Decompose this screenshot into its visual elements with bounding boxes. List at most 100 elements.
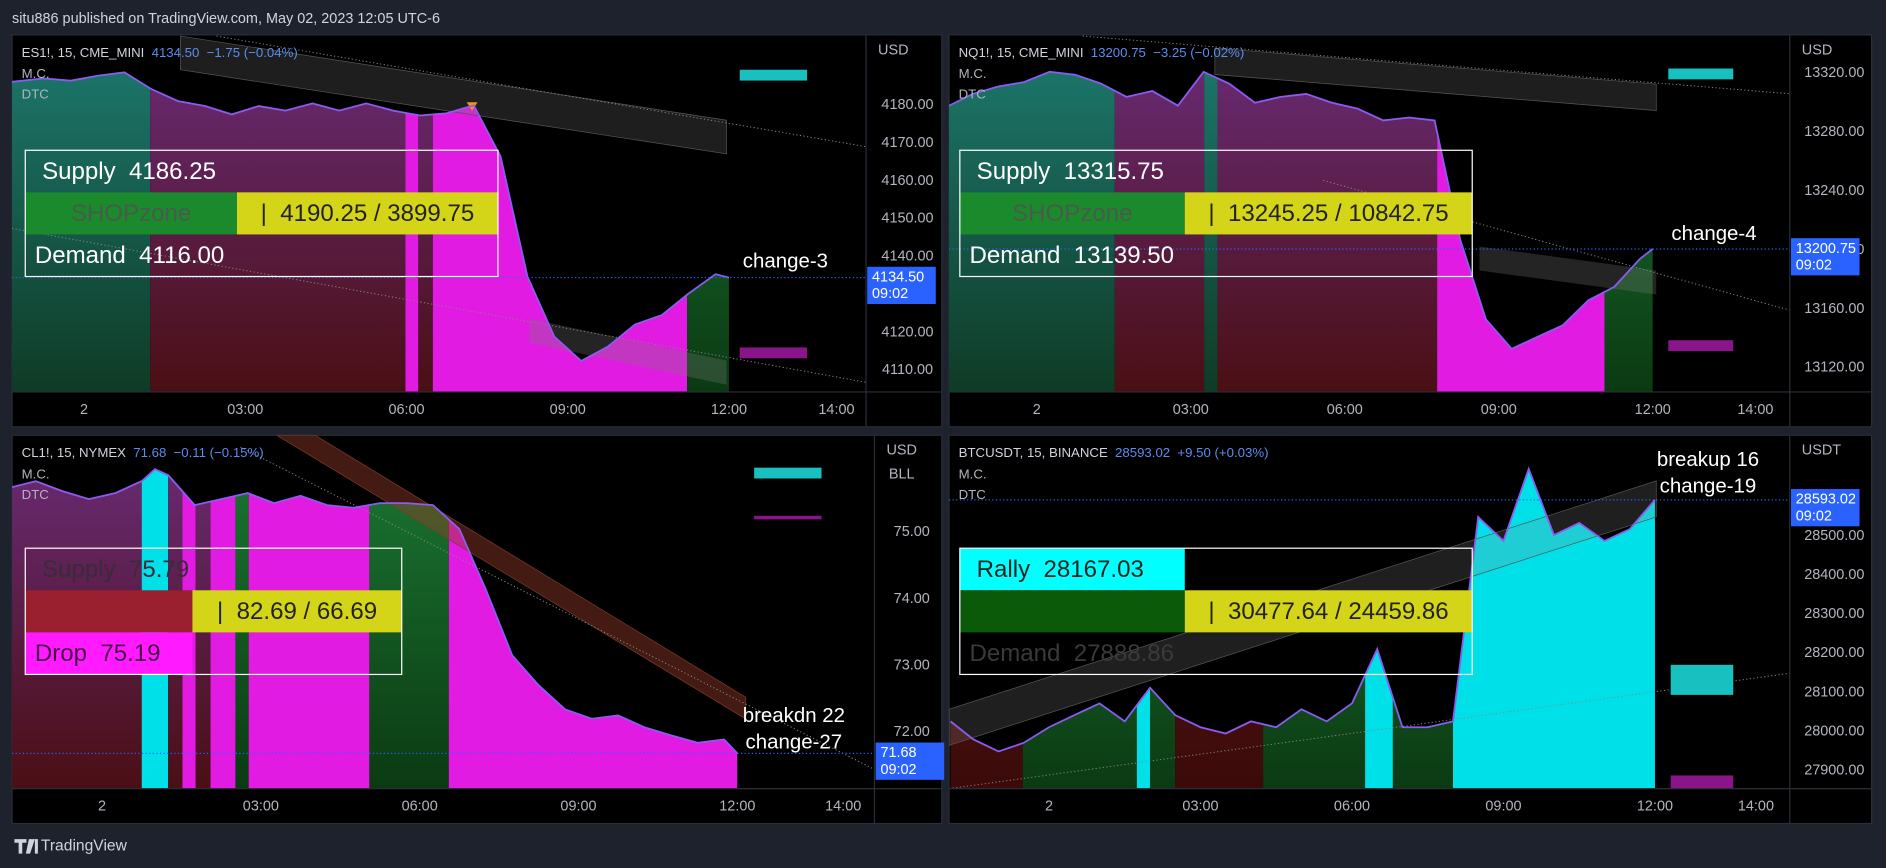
box-bottom-label: Drop 75.19 xyxy=(35,640,161,667)
x-tick-label: 06:00 xyxy=(1327,402,1363,418)
y-tick-label: 4110.00 xyxy=(882,362,933,378)
last-price-header: 4134.50 xyxy=(152,44,200,59)
box-top-label: Supply 4186.25 xyxy=(42,158,216,185)
y-tick-label: 28500.00 xyxy=(1804,528,1864,544)
box-outline xyxy=(24,547,403,676)
x-tick-label: 09:00 xyxy=(550,402,586,418)
price-line xyxy=(12,71,730,362)
regime-zone xyxy=(1452,468,1655,789)
x-tick-label: 2 xyxy=(1033,402,1041,418)
regime-zone xyxy=(369,503,449,789)
price-line xyxy=(949,70,1654,350)
change-label: −3.25 (−0.02%) xyxy=(1153,44,1244,59)
y-tick-label: 28300.00 xyxy=(1804,606,1864,622)
x-tick-label: 14:00 xyxy=(1738,799,1774,815)
last-price-value: 4134.50 xyxy=(872,269,924,285)
publish-header: situ886 published on TradingView.com, Ma… xyxy=(12,11,440,27)
box-top-label: Supply 75.79 xyxy=(42,556,189,583)
y-tick-label: 75.00 xyxy=(894,524,930,540)
regime-zone xyxy=(150,88,406,392)
zone-marker xyxy=(1668,340,1734,352)
annotation: change-27 xyxy=(746,730,843,753)
regime-zone xyxy=(248,493,370,789)
x-tick-label: 09:00 xyxy=(1485,799,1521,815)
trend-channel xyxy=(529,318,727,385)
unit-label: BLL xyxy=(889,467,915,483)
symbol-label: ES1!, 15, CME_MINI xyxy=(22,44,145,59)
indicator-label: DTC xyxy=(959,487,987,502)
x-tick-label: 03:00 xyxy=(1182,799,1218,815)
x-tick-label: 14:00 xyxy=(1737,402,1773,418)
y-tick-label: 4160.00 xyxy=(881,173,933,189)
box-bottom-label: Demand 27888.86 xyxy=(969,640,1174,667)
box-mid-right-label: | 4190.25 / 3899.75 xyxy=(261,200,475,227)
symbol-label: CL1!, 15, NYMEX xyxy=(22,445,127,460)
box-top-label: Rally 28167.03 xyxy=(977,556,1144,583)
indicator-label: DTC xyxy=(959,86,987,101)
last-price-tag xyxy=(1790,489,1860,527)
last-price-value: 28593.02 xyxy=(1796,492,1856,508)
last-price-header: 13200.75 xyxy=(1091,44,1146,59)
y-tick-label: 4180.00 xyxy=(881,97,933,113)
annotation: change-3 xyxy=(743,249,828,272)
regime-zone xyxy=(1175,715,1264,789)
x-tick-label: 12:00 xyxy=(1635,402,1671,418)
y-tick-label: 74.00 xyxy=(894,591,930,607)
x-tick-label: 09:00 xyxy=(1481,402,1517,418)
trend-channel xyxy=(275,435,747,720)
annotation: change-19 xyxy=(1660,474,1757,497)
box-mid-right-bg xyxy=(1184,192,1473,235)
chart-header: CL1!, 15, NYMEX 71.68 −0.11 (−0.15%) xyxy=(22,445,264,460)
regime-zone xyxy=(1022,703,1137,789)
x-tick-label: 14:00 xyxy=(825,799,861,815)
chart-panel: Rally 28167.03 | 30477.64 / 24459.86 Deman… xyxy=(948,434,1873,825)
x-tick-label: 14:00 xyxy=(818,402,854,418)
footer-brand[interactable]: TradingView xyxy=(41,837,128,854)
trend-line xyxy=(949,672,1790,789)
chart-header: BTCUSDT, 15, BINANCE 28593.02 +9.50 (+0.03… xyxy=(959,445,1269,460)
box-mid-left-bg xyxy=(959,192,1185,235)
regime-zone xyxy=(195,501,211,789)
change-label: −0.11 (−0.15%) xyxy=(174,445,264,460)
x-tick-label: 2 xyxy=(80,402,88,418)
indicator-label: DTC xyxy=(22,86,50,101)
box-mid-right-label: | 82.69 / 66.69 xyxy=(217,598,377,625)
trend-channel xyxy=(1479,246,1657,295)
zone-marker xyxy=(754,467,822,479)
zone-marker xyxy=(1668,68,1734,80)
symbol-label: NQ1!, 15, CME_MINI xyxy=(959,44,1084,59)
y-tick-label: 4170.00 xyxy=(881,135,933,151)
regime-zone xyxy=(418,114,433,392)
regime-zone xyxy=(210,495,236,789)
x-tick-label: 03:00 xyxy=(1173,402,1209,418)
box-mid-right-bg xyxy=(1184,590,1473,633)
currency-label: USD xyxy=(1802,42,1832,58)
indicator-label: M.C. xyxy=(22,466,50,481)
chart-panel: Supply 13315.75 SHOPzone | 13245.25 / 1084… xyxy=(948,34,1873,428)
box-mid-right-bg xyxy=(192,590,402,633)
symbol-label: BTCUSDT, 15, BINANCE xyxy=(959,445,1108,460)
regime-zone xyxy=(1149,687,1176,789)
last-price-tag xyxy=(867,266,936,305)
last-price-tag xyxy=(875,742,945,780)
regime-zone xyxy=(1263,675,1366,789)
chart-header: ES1!, 15, CME_MINI 4134.50 −1.75 (−0.04%) xyxy=(22,44,298,59)
countdown-label: 09:02 xyxy=(1796,508,1832,524)
y-tick-label: 13160.00 xyxy=(1804,301,1864,317)
y-tick-label: 4150.00 xyxy=(881,211,933,227)
box-outline xyxy=(959,149,1473,278)
y-tick-label: 28000.00 xyxy=(1804,723,1864,739)
regime-zone xyxy=(1217,78,1438,392)
trend-line xyxy=(1082,35,1790,95)
last-price-header: 71.68 xyxy=(133,445,166,460)
y-tick-label: 28400.00 xyxy=(1804,567,1864,583)
trend-line xyxy=(1322,179,1790,311)
last-price-header: 28593.02 xyxy=(1115,445,1170,460)
price-line xyxy=(12,468,738,754)
x-tick-label: 12:00 xyxy=(711,402,747,418)
currency-label: USDT xyxy=(1802,443,1841,459)
regime-zone xyxy=(687,274,729,392)
x-tick-label: 06:00 xyxy=(388,402,424,418)
box-top-label: Supply 13315.75 xyxy=(977,158,1164,185)
